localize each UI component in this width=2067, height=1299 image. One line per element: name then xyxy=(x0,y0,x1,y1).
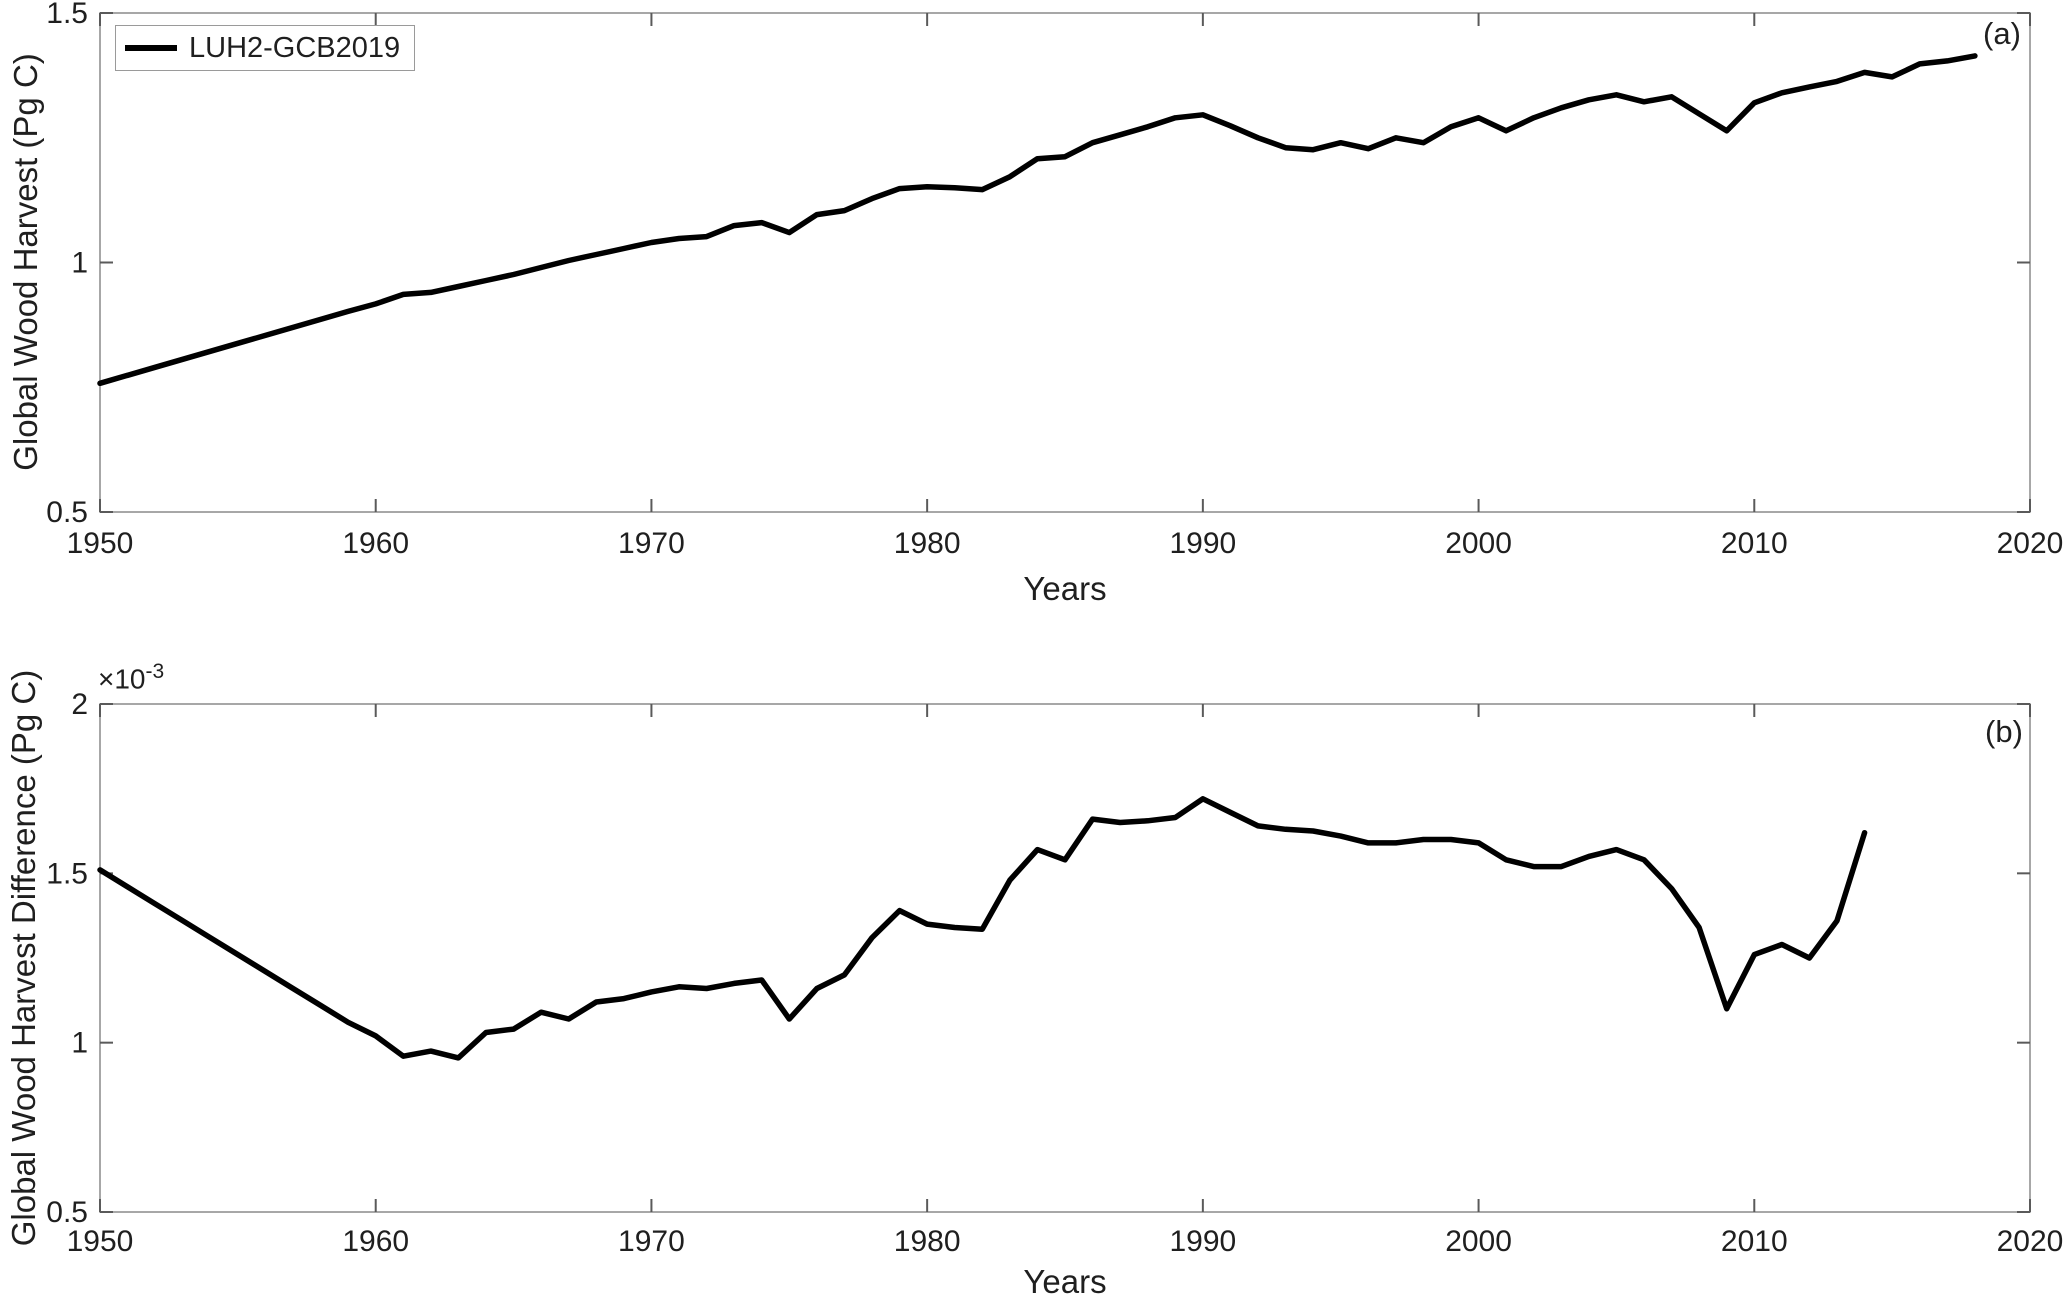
panel-a-x-tick-label: 2010 xyxy=(1721,527,1788,560)
panel-a-box xyxy=(99,12,2031,513)
legend-line-sample xyxy=(125,45,177,51)
panel-a-x-tick-label: 2000 xyxy=(1445,527,1512,560)
panel-b-data-line xyxy=(97,796,1868,1061)
exponent-base: ×10 xyxy=(98,663,146,695)
panel-b-x-tick-label: 1950 xyxy=(67,1225,134,1258)
panel-a-y-tick-label: 0.5 xyxy=(46,496,88,529)
panel-b-y-axis-label: Global Wood Harvest Difference (Pg C) xyxy=(5,669,42,1247)
panel-a-x-tick-label: 1980 xyxy=(894,527,961,560)
panel-a-x-tick-label: 2020 xyxy=(1997,527,2064,560)
panel-b-x-tick-label: 1970 xyxy=(618,1225,685,1258)
panel-b-x-tick-label: 2000 xyxy=(1445,1225,1512,1258)
panel-b-exponent-label: ×10-3 xyxy=(98,660,164,695)
panel-b-y-tick-label: 0.5 xyxy=(46,1196,88,1229)
panel-b-y-tick-label: 1 xyxy=(71,1027,88,1060)
panel-a-x-tick-label: 1960 xyxy=(342,527,409,560)
panel-b-x-tick-label: 2010 xyxy=(1721,1225,1788,1258)
panel-b-x-tick-label: 2020 xyxy=(1997,1225,2064,1258)
panel-a-y-tick-label: 1.5 xyxy=(46,0,88,30)
panel-b-x-tick-label: 1980 xyxy=(894,1225,961,1258)
panel-a-x-tick-label: 1950 xyxy=(67,527,134,560)
panel-a-x-axis-label: Years xyxy=(1023,570,1107,607)
panel-b-box xyxy=(99,703,2031,1213)
panel-b-x-tick-label: 1960 xyxy=(342,1225,409,1258)
panel-b-y-tick-label: 1.5 xyxy=(46,857,88,890)
panel-b-corner-label: (b) xyxy=(1985,714,2023,749)
legend-label: LUH2-GCB2019 xyxy=(189,31,401,64)
legend: LUH2-GCB2019 xyxy=(115,25,415,71)
panel-a-y-tick-label: 1 xyxy=(71,247,88,280)
panel-a-x-tick-label: 1990 xyxy=(1169,527,1236,560)
panel-a-x-tick-label: 1970 xyxy=(618,527,685,560)
exponent-power: -3 xyxy=(145,660,165,683)
panel-b-y-tick-label: 2 xyxy=(71,688,88,721)
panel-b-x-tick-label: 1990 xyxy=(1169,1225,1236,1258)
panel-a-corner-label: (a) xyxy=(1983,16,2021,51)
panel-a-data-line xyxy=(97,53,1978,387)
panel-b-x-axis-label: Years xyxy=(1023,1263,1107,1299)
panel-a-y-axis-label: Global Wood Harvest (Pg C) xyxy=(7,53,44,471)
